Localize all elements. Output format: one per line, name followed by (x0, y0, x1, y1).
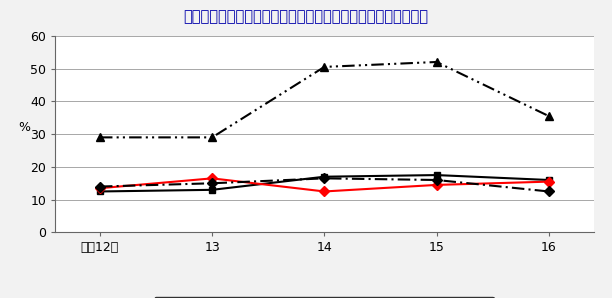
製造業 (96, 187, 103, 190)
Line: サービス業: サービス業 (97, 175, 552, 195)
調査産業計 (321, 175, 328, 179)
調査産業計 (433, 173, 440, 177)
調査産業計 (545, 178, 553, 182)
製造業 (209, 176, 216, 180)
卸小売業飲食店 (321, 65, 328, 69)
サービス業 (321, 176, 328, 180)
サービス業 (209, 181, 216, 185)
サービス業 (545, 190, 553, 193)
調査産業計 (96, 190, 103, 193)
製造業 (321, 190, 328, 193)
サービス業 (96, 185, 103, 188)
サービス業 (433, 178, 440, 182)
卸小売業飲食店 (545, 114, 553, 118)
製造業 (545, 180, 553, 184)
製造業 (433, 183, 440, 187)
卸小売業飲食店 (96, 136, 103, 139)
Line: 卸小売業飲食店: 卸小売業飲食店 (96, 58, 553, 142)
Text: 図２１　パートタイム労働者比率の年別の推移（３０人以上）: 図２１ パートタイム労働者比率の年別の推移（３０人以上） (184, 9, 428, 24)
卸小売業飲食店 (433, 60, 440, 64)
卸小売業飲食店 (209, 136, 216, 139)
Line: 製造業: 製造業 (97, 175, 552, 195)
Y-axis label: %: % (18, 121, 31, 134)
Line: 調査産業計: 調査産業計 (97, 172, 552, 195)
調査産業計 (209, 188, 216, 192)
Legend: 調査産業計, 製造業, 卸小売業飲食店, サービス業: 調査産業計, 製造業, 卸小売業飲食店, サービス業 (154, 297, 494, 298)
